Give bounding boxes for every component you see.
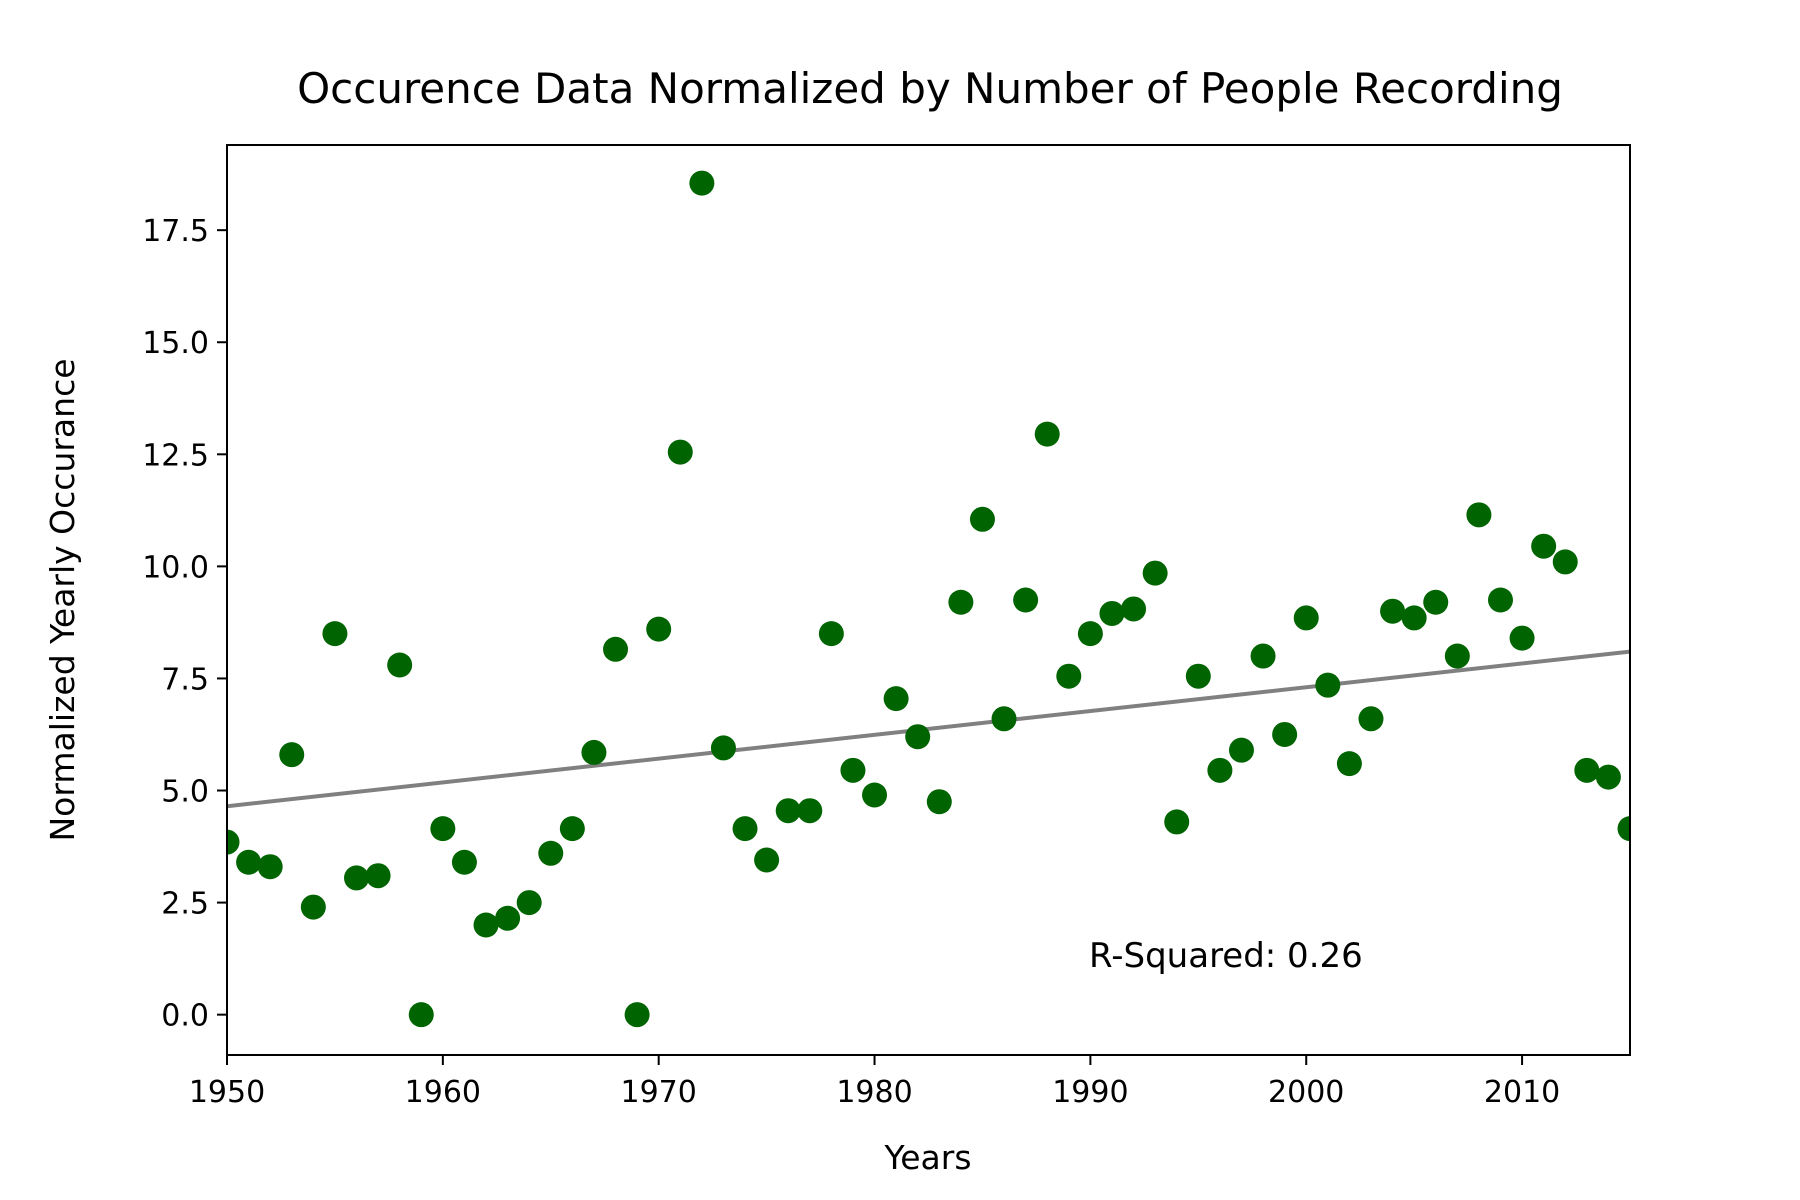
data-point: [1423, 589, 1449, 615]
data-point: [430, 816, 456, 842]
x-tick-label: 1950: [189, 1075, 265, 1110]
data-point: [1099, 600, 1125, 626]
data-point: [1013, 587, 1039, 613]
x-tick-label: 1970: [621, 1075, 697, 1110]
data-point: [1142, 560, 1168, 586]
data-point: [1617, 816, 1630, 842]
data-point: [1207, 757, 1233, 783]
x-axis: 1950 1960 1970 1980 1990 2000 2010: [189, 1055, 1560, 1110]
data-point: [1034, 421, 1060, 447]
data-point: [1315, 672, 1341, 698]
data-point: [1336, 751, 1362, 777]
data-point: [926, 789, 952, 815]
data-point: [603, 636, 629, 662]
x-tick-label: 2000: [1268, 1075, 1344, 1110]
y-axis-label: Normalized Yearly Occurance: [43, 358, 82, 841]
data-point: [948, 589, 974, 615]
data-point: [1164, 809, 1190, 835]
data-point: [1509, 625, 1535, 651]
data-point: [473, 912, 499, 938]
y-tick-label: 0.0: [161, 999, 209, 1034]
data-point: [1358, 706, 1384, 732]
data-point: [1552, 549, 1578, 575]
data-point: [754, 847, 780, 873]
x-tick-label: 1960: [405, 1075, 481, 1110]
y-tick-label: 15.0: [142, 326, 209, 361]
data-point: [1401, 605, 1427, 631]
data-point: [387, 652, 413, 678]
data-point: [667, 439, 693, 465]
data-point: [969, 506, 995, 532]
x-tick-label: 2010: [1484, 1075, 1560, 1110]
data-point: [1077, 621, 1103, 647]
data-point: [408, 1002, 434, 1028]
data-point: [516, 890, 542, 916]
y-axis: 0.0 2.5 5.0 7.5 10.0 12.5 15.0 17.5: [142, 214, 227, 1034]
trend-line: [227, 649, 1630, 809]
x-tick-label: 1990: [1052, 1075, 1128, 1110]
data-point: [797, 798, 823, 824]
data-point: [1228, 737, 1254, 763]
y-tick-label: 17.5: [142, 214, 209, 249]
data-point: [732, 816, 758, 842]
data-point: [257, 854, 283, 880]
data-point: [1595, 764, 1621, 790]
data-point: [279, 742, 305, 768]
data-point: [1121, 596, 1147, 622]
data-point: [344, 865, 370, 891]
y-tick-label: 5.0: [161, 775, 209, 810]
data-point: [818, 621, 844, 647]
data-point: [1056, 663, 1082, 689]
data-point: [710, 735, 736, 761]
data-point: [365, 863, 391, 889]
data-point: [1293, 605, 1319, 631]
data-point: [689, 170, 715, 196]
data-point: [775, 798, 801, 824]
data-point: [1444, 643, 1470, 669]
data-point: [1531, 533, 1557, 559]
y-tick-label: 10.0: [142, 550, 209, 585]
data-point: [840, 757, 866, 783]
data-point: [495, 905, 521, 931]
data-point: [300, 894, 326, 920]
data-point: [559, 816, 585, 842]
data-point: [227, 829, 240, 855]
data-point: [1272, 721, 1298, 747]
x-tick-label: 1980: [836, 1075, 912, 1110]
data-point: [451, 849, 477, 875]
x-axis-label: Years: [883, 1138, 971, 1177]
y-tick-label: 12.5: [142, 438, 209, 473]
data-point: [1466, 502, 1492, 528]
data-point: [1487, 587, 1513, 613]
chart-title: Occurence Data Normalized by Number of P…: [297, 64, 1563, 113]
y-tick-label: 2.5: [161, 887, 209, 922]
data-point: [862, 782, 888, 808]
data-point: [624, 1002, 650, 1028]
data-point: [322, 621, 348, 647]
data-point: [991, 706, 1017, 732]
data-point: [236, 849, 262, 875]
data-point: [1380, 598, 1406, 624]
data-point: [1250, 643, 1276, 669]
data-point: [905, 724, 931, 750]
data-point: [581, 739, 607, 765]
plot-area: [227, 170, 1630, 1028]
r-squared-annotation: R-Squared: 0.26: [1089, 936, 1363, 976]
data-point: [1185, 663, 1211, 689]
data-point: [538, 840, 564, 866]
data-point: [883, 686, 909, 712]
data-point: [646, 616, 672, 642]
plot-frame: [226, 144, 1631, 1056]
y-tick-label: 7.5: [161, 662, 209, 697]
data-point: [1574, 757, 1600, 783]
